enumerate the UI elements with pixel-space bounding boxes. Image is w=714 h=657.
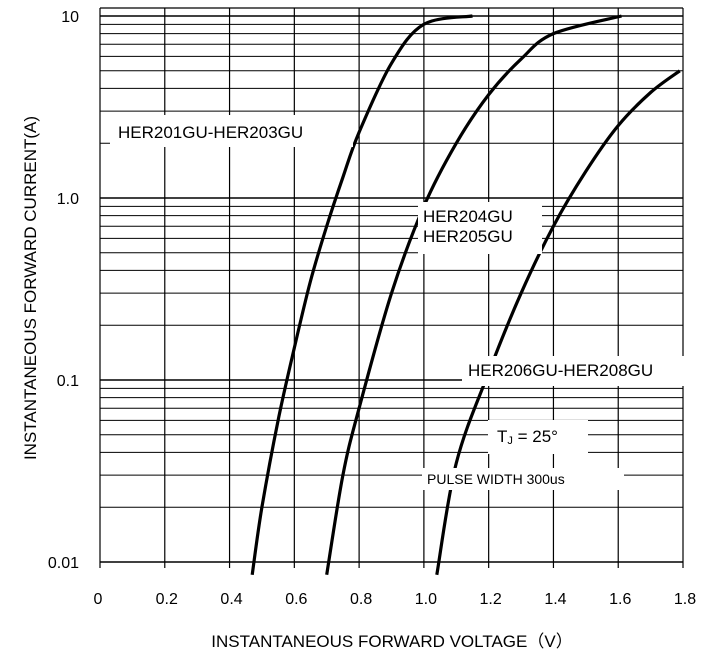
x-tick-label: 0.8 <box>350 591 372 608</box>
x-tick-label: 0 <box>94 591 103 608</box>
x-tick-label: 0.6 <box>285 591 307 608</box>
x-tick-label: 1.2 <box>480 591 502 608</box>
x-tick-label: 1.4 <box>544 591 566 608</box>
series-label-her201-203: HER201GU-HER203GU <box>118 123 303 142</box>
y-tick-label: 0.1 <box>57 373 79 390</box>
series-curve-1 <box>250 14 473 576</box>
x-tick-label: 1.8 <box>674 591 696 608</box>
label-mask <box>422 468 624 490</box>
x-tick-label: 1.0 <box>415 591 437 608</box>
label-mask <box>418 202 542 254</box>
temperature-note: TJ = 25° <box>497 427 558 447</box>
series-label-her206-208: HER206GU-HER208GU <box>468 361 653 380</box>
y-tick-label: 0.01 <box>48 555 79 572</box>
x-tick-label: 0.4 <box>220 591 242 608</box>
series-curve-3 <box>435 69 681 576</box>
label-mask <box>488 420 588 454</box>
x-tick-label: 1.6 <box>609 591 631 608</box>
label-backgrounds <box>110 115 684 490</box>
label-mask <box>462 356 684 386</box>
x-axis-label: INSTANTANEOUS FORWARD VOLTAGE（V） <box>211 632 572 651</box>
pulse-width-note: PULSE WIDTH 300us <box>427 471 565 487</box>
series-label-her205: HER205GU <box>423 227 513 246</box>
series-curves <box>250 14 681 576</box>
x-tick-label: 0.2 <box>156 591 178 608</box>
y-tick-label: 10 <box>61 9 79 26</box>
series-label-her204: HER204GU <box>423 207 513 226</box>
series-curve-2 <box>325 14 622 576</box>
y-axis-label: INSTANTANEOUS FORWARD CURRENT(A) <box>21 116 40 460</box>
tick-labels: 0 0.2 0.4 0.6 0.8 1.0 1.2 1.4 1.6 1.8 10 1.0 0.1 0.01 <box>48 9 696 608</box>
y-tick-label: 1.0 <box>57 191 79 208</box>
label-mask <box>110 115 353 147</box>
